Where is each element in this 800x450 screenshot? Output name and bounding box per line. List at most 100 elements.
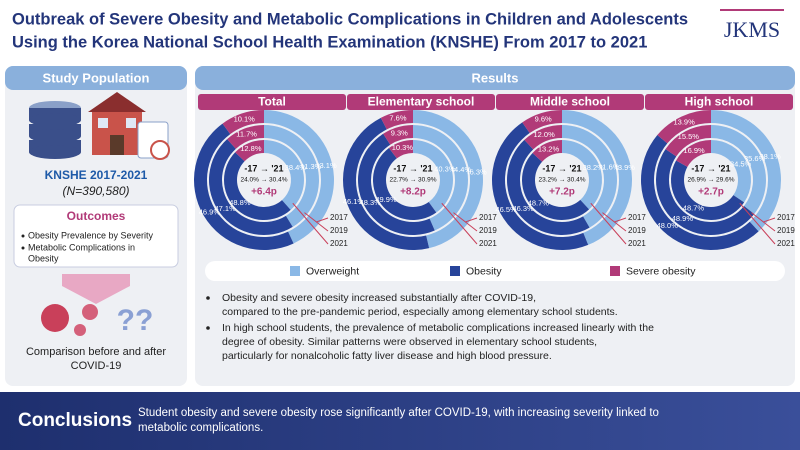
legend-bg <box>205 261 785 281</box>
data-label: 9.3% <box>391 128 408 137</box>
data-label: 48.7% <box>683 204 705 213</box>
legend-label: Obesity <box>466 265 502 277</box>
legend-swatch <box>450 266 460 276</box>
donut-segment <box>521 152 590 221</box>
bullet-text: Obesity and severe obesity increased sub… <box>222 292 536 304</box>
dataset: KNSHE 2017-2021 <box>45 168 148 182</box>
ring-year: 2019 <box>777 226 795 235</box>
logo: JKMS <box>724 17 780 42</box>
ring-year: 2021 <box>628 239 646 248</box>
ring-year: 2021 <box>777 239 795 248</box>
donut-segment <box>193 123 294 250</box>
data-label: 12.0% <box>533 130 555 139</box>
ring-year: 2017 <box>628 213 646 222</box>
donut-segment <box>711 140 751 203</box>
results-heading-bg <box>195 66 795 90</box>
center-change: 23.2% → 30.4% <box>539 177 586 184</box>
data-label: 12.8% <box>240 144 262 153</box>
ring-leader <box>464 217 478 223</box>
ring-leader <box>590 202 627 245</box>
donut-segment <box>373 148 437 220</box>
group-title: Elementary school <box>368 95 475 109</box>
donut-segment <box>264 140 304 210</box>
donut-segment <box>656 149 755 235</box>
ring-year: 2021 <box>330 239 348 248</box>
data-label: 47.1% <box>215 204 237 213</box>
outcome-item: Obesity Prevalence by Severity <box>28 230 154 240</box>
group-title-bg <box>347 94 495 110</box>
data-label: 46.3% <box>512 204 534 213</box>
panel-heading: Study Population <box>43 70 150 85</box>
donut-charts: Total 43.1% 46.9% 10.1% 2017 41.3% 47.1% 11.7% 2… <box>193 94 795 251</box>
data-label: 38.1% <box>759 152 781 161</box>
data-label: 48.7% <box>528 199 550 208</box>
data-label: 13.2% <box>538 144 560 153</box>
data-label: 44.4% <box>450 165 472 174</box>
conclusions-text: metabolic complications. <box>138 422 263 434</box>
donut-segment <box>264 110 334 244</box>
ring-leader <box>441 202 478 245</box>
donut-segment <box>383 125 413 145</box>
covid-icon: ?? <box>41 274 153 337</box>
conclusions-text: Student obesity and severe obesity rose … <box>138 407 659 419</box>
donut-segment <box>224 152 291 220</box>
bullet <box>21 246 25 250</box>
data-label: 35.6% <box>744 154 766 163</box>
data-label: 7.6% <box>389 113 406 122</box>
center-period: -17 → '21 <box>691 163 730 173</box>
data-label: 10.3% <box>392 143 414 152</box>
donut-segment <box>227 125 264 149</box>
ring-year: 2019 <box>330 226 348 235</box>
ring-year: 2019 <box>628 226 646 235</box>
bullet <box>21 234 25 238</box>
title-line: Using the Korea National School Health E… <box>12 33 647 51</box>
data-label: 41.3% <box>300 162 322 171</box>
donut-segment <box>562 125 617 228</box>
bullet <box>206 326 210 330</box>
donut-segment <box>641 135 759 250</box>
outcome-item: Obesity <box>28 253 59 263</box>
group-title: Middle school <box>530 95 610 109</box>
data-label: 11.7% <box>236 130 257 139</box>
bullet-text: In high school students, the prevalence … <box>222 322 654 334</box>
legend: Overweight Obesity Severe obesity <box>290 265 696 277</box>
ring-leader <box>762 217 776 223</box>
group-title-bg <box>645 94 793 110</box>
data-label: 48.9% <box>672 214 694 223</box>
ring-leader <box>602 212 627 232</box>
database-icon <box>29 92 170 160</box>
data-label: 49.9% <box>375 195 397 204</box>
center-diff: +7.2p <box>549 187 575 198</box>
conclusions-heading: Conclusions <box>18 410 132 431</box>
bullet-text: compared to the pre-pandemic period, esp… <box>222 306 618 318</box>
donut-segment <box>358 133 435 235</box>
donut-segment <box>665 125 711 157</box>
center-period: -17 → '21 <box>244 163 283 173</box>
data-label: 38.2% <box>583 163 605 172</box>
ring-leader <box>453 212 478 232</box>
group-title-bg <box>198 94 346 110</box>
donut-segment <box>532 140 562 162</box>
legend-swatch <box>290 266 300 276</box>
donut-segment <box>711 110 782 232</box>
ring-leader <box>739 202 776 245</box>
donut-segment <box>343 117 430 251</box>
data-label: 48.8% <box>229 198 251 207</box>
donut-segment <box>413 110 483 249</box>
center-change: 22.7% → 30.9% <box>390 177 437 184</box>
donut-segment <box>235 140 264 162</box>
panel-heading-bg <box>5 66 187 90</box>
donut-segment <box>222 110 264 135</box>
donut-segment <box>524 125 562 150</box>
data-label: 43.9% <box>614 163 636 172</box>
ring-leader <box>751 212 776 232</box>
data-label: 46.5% <box>495 205 517 214</box>
donut-segment <box>413 125 468 231</box>
donut-segment <box>562 140 602 210</box>
legend-label: Overweight <box>306 265 359 277</box>
data-label: 46.3% <box>465 168 487 177</box>
center-diff: +2.7p <box>698 187 724 198</box>
data-label: 43.1% <box>315 161 337 170</box>
sample-size: (N=390,580) <box>62 184 129 198</box>
